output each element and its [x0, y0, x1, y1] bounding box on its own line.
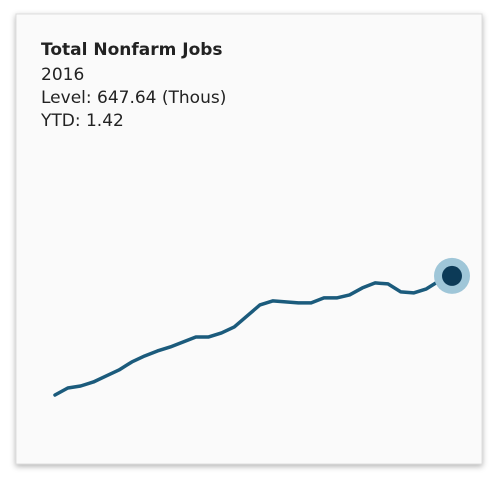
line: [53, 274, 454, 397]
chart-title: Total Nonfarm Jobs: [41, 40, 223, 60]
info-line: YTD: 1.42: [40, 111, 124, 131]
card: [15, 13, 483, 465]
end-marker: [442, 265, 462, 286]
info-line: 2016: [41, 65, 84, 85]
info-line: Level: 647.64 (Thous): [41, 88, 226, 108]
